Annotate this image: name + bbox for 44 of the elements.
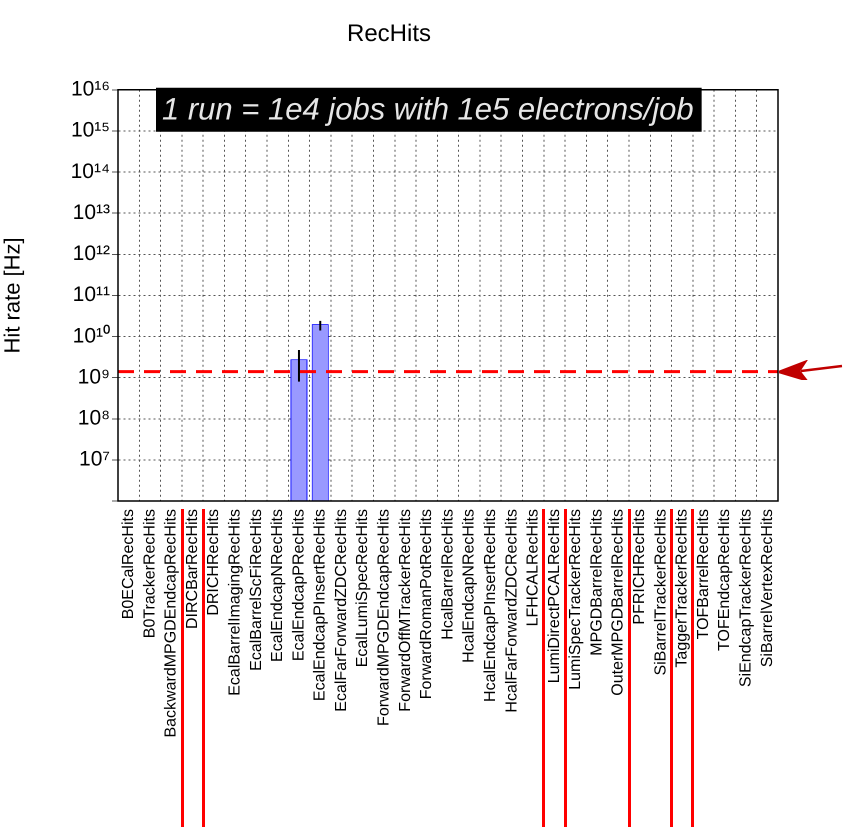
y-tick-label: 10⁹ — [78, 365, 110, 388]
y-tick-label: 10¹⁶ — [71, 78, 110, 101]
x-tick-label: LumiSpecTrackerRecHits — [567, 509, 584, 690]
y-tick-label: 10¹³ — [72, 200, 110, 224]
x-tick-label: EcalBarrelImagingRecHits — [226, 509, 244, 696]
x-tick-label: SiBarrelTrackerRecHits — [652, 509, 670, 676]
x-tick-label: SiBarrelVertexRecHits — [758, 509, 776, 668]
chart-title: RecHits — [346, 20, 432, 48]
x-tick-label: HcalEndcapNRecHits — [460, 509, 478, 663]
x-tick-label: B0ECalRecHits — [120, 509, 138, 620]
x-tick-label: ForwardMPGDEndcapRecHits — [376, 509, 393, 726]
x-tick-label: HcalEndcapPInsertRecHits — [482, 509, 499, 702]
y-tick-label: 10⁷ — [79, 448, 110, 471]
x-tick-label: EcalLumiSpecRecHits — [354, 509, 372, 668]
annotation: 1 run = 1e4 jobs with 1e5 electrons/job — [162, 91, 694, 126]
x-tick-label: DRICHRecHits — [205, 509, 222, 616]
x-tick-label: OuterMPGDBarrelRecHits — [610, 509, 627, 696]
x-tick-label: BackwardMPGDEndcapRecHits — [162, 509, 180, 738]
y-tick-label: 10¹⁰ — [72, 324, 110, 348]
x-tick-label: EcalFarForwardZDCRecHits — [332, 509, 350, 712]
x-tick-label: SiEndcapTrackerRecHits — [737, 509, 754, 688]
x-tick-label: LFHCALRecHits — [524, 509, 542, 626]
y-tick-label: 10¹¹ — [72, 283, 110, 306]
x-tick-label: DIRCBarRecHits — [184, 509, 201, 630]
y-axis-title: Hit rate [Hz] — [0, 237, 24, 354]
y-tick-label: 10¹⁴ — [70, 160, 110, 183]
x-tick-label: HcalBarrelRecHits — [439, 509, 456, 640]
x-tick-label: TOFBarrelRecHits — [694, 509, 712, 640]
x-tick-label: EcalEndcapPRecHits — [290, 509, 308, 662]
y-tick-label: 10¹² — [72, 242, 110, 266]
x-tick-label: TOFEndcapRecHits — [716, 509, 734, 651]
x-tick-label: PFRICHRecHits — [631, 509, 648, 625]
x-tick-label: HcalFarForwardZDCRecHits — [503, 509, 520, 713]
x-tick-label: LumiDirectPCALRecHits — [546, 509, 563, 684]
x-tick-label: ForwardRomanPotRecHits — [418, 509, 436, 700]
x-tick-label: TaggerTrackerRecHits — [674, 509, 691, 668]
x-tick-label: EcalBarrelScFiRecHits — [248, 509, 265, 671]
x-tick-label: EcalEndcapPInsertRecHits — [312, 509, 329, 702]
y-tick-label: 10⁸ — [78, 406, 110, 430]
y-tick-label: 10¹⁵ — [70, 118, 110, 142]
x-tick-label: MPGDBarrelRecHits — [588, 509, 606, 656]
x-tick-label: ForwardOffMTrackerRecHits — [396, 509, 414, 712]
x-tick-label: B0TrackerRecHits — [141, 509, 158, 638]
x-tick-label: EcalEndcapNRecHits — [269, 509, 286, 662]
